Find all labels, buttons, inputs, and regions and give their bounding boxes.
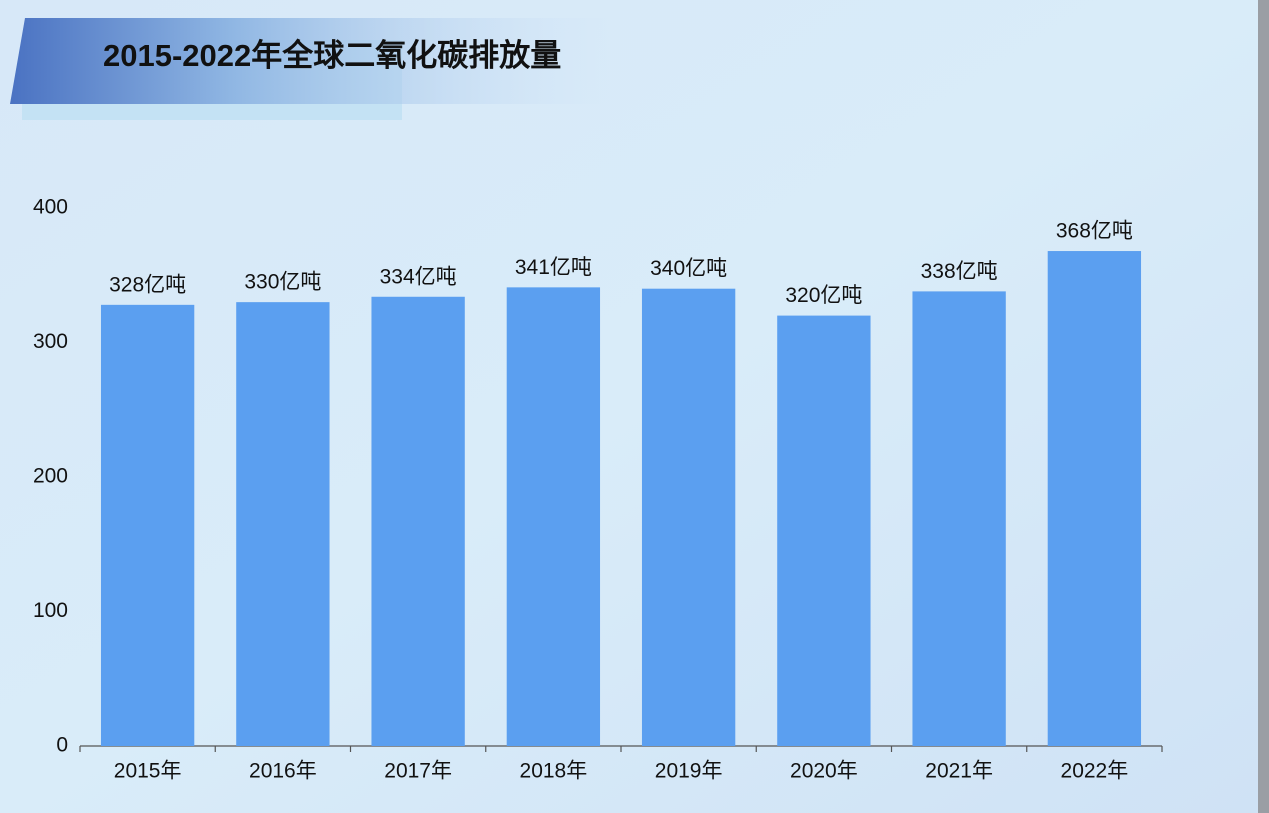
x-tick-label: 2019年 [655, 760, 723, 783]
bar [641, 288, 736, 746]
chart-title: 2015-2022年全球二氧化碳排放量 [103, 38, 561, 73]
value-label: 338亿吨 [921, 260, 998, 283]
value-label: 330亿吨 [244, 271, 321, 294]
value-label: 328亿吨 [109, 273, 186, 296]
bar [371, 296, 465, 746]
x-tick-label: 2022年 [1061, 760, 1129, 783]
value-label: 320亿吨 [785, 284, 862, 307]
bar [777, 315, 871, 746]
x-tick-label: 2021年 [925, 760, 993, 783]
value-label: 334亿吨 [380, 265, 457, 288]
y-tick-label: 400 [33, 196, 68, 219]
x-tick-label: 2020年 [790, 760, 858, 783]
bar [912, 291, 1006, 746]
y-tick-label: 300 [33, 330, 68, 353]
x-tick-label: 2017年 [384, 760, 452, 783]
y-tick-label: 0 [56, 734, 68, 757]
x-tick-label: 2015年 [114, 760, 182, 783]
side-strip [1258, 0, 1269, 813]
title-banner [10, 18, 640, 104]
y-tick-label: 200 [33, 465, 68, 488]
value-label: 341亿吨 [515, 256, 592, 279]
x-tick-label: 2018年 [520, 760, 588, 783]
bar [100, 304, 195, 746]
bar [506, 287, 601, 746]
bar [236, 302, 330, 746]
value-label: 340亿吨 [650, 257, 727, 280]
y-tick-label: 100 [33, 599, 68, 622]
x-tick-label: 2016年 [249, 760, 317, 783]
bar [1047, 251, 1142, 747]
value-label: 368亿吨 [1056, 220, 1133, 243]
